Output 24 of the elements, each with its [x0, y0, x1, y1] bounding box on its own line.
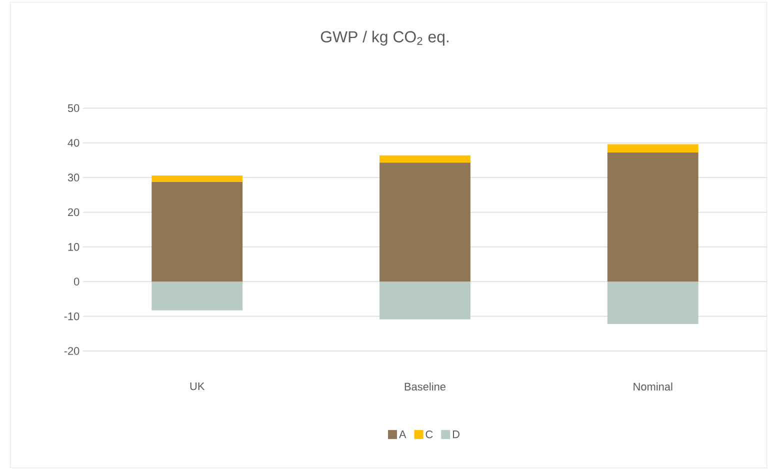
x-tick-label: UK	[190, 382, 205, 390]
bar	[152, 282, 243, 310]
y-tick-label: 20	[68, 208, 80, 216]
y-tick-label: 40	[68, 138, 80, 147]
bar	[152, 182, 243, 282]
y-tick-label: 0	[74, 278, 80, 286]
x-tick-label: Baseline	[404, 382, 446, 390]
bar	[152, 175, 243, 182]
bar	[607, 144, 698, 152]
chart-title: GWP / kg CO$_{2}$ eq.	[320, 30, 448, 46]
y-tick-label: -20	[64, 347, 80, 355]
y-tick-label: 50	[68, 104, 80, 112]
bar	[607, 152, 698, 282]
legend-label: D	[452, 430, 460, 438]
bar	[380, 155, 470, 163]
bar	[380, 162, 470, 282]
legend-label: C	[426, 430, 433, 438]
y-tick-label: -10	[64, 312, 80, 320]
legend-label: A	[398, 430, 406, 438]
y-tick-label: 10	[68, 242, 80, 251]
x-tick-label: Nominal	[634, 382, 672, 390]
bar	[380, 282, 470, 320]
y-tick-label: 30	[68, 174, 80, 182]
bar	[607, 282, 698, 324]
